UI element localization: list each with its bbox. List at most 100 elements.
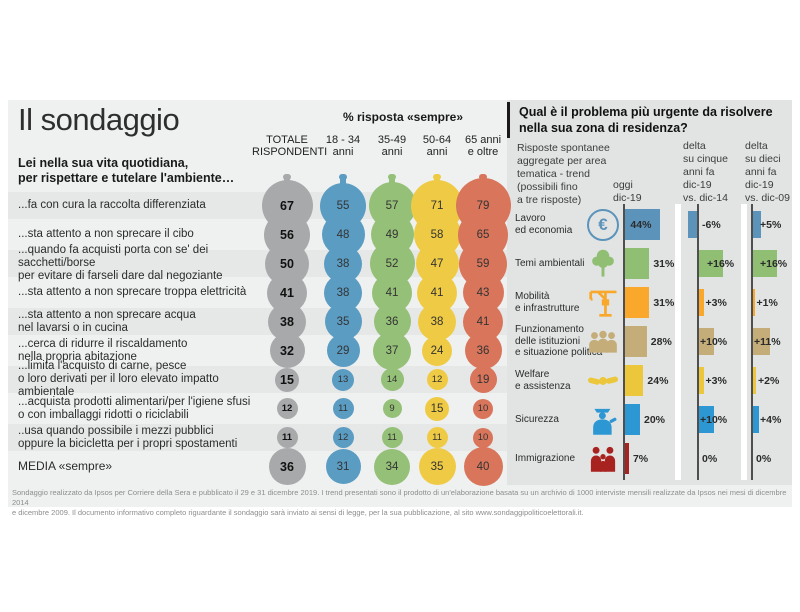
- row-label: ...sta attento a non sprecare il cibo: [18, 228, 194, 241]
- habit-row: ...cerca di ridurre il riscaldamento nel…: [8, 331, 507, 370]
- panel-accent-bar: [507, 102, 510, 138]
- value-bar: [753, 250, 777, 277]
- value-bar: [753, 328, 770, 355]
- delta10-value: +2%: [758, 374, 780, 387]
- value-bar: [753, 289, 755, 316]
- value-circle: 29: [326, 334, 360, 367]
- value-bar: [688, 211, 697, 238]
- delta10-value: +5%: [760, 218, 782, 231]
- row-label: ...cerca di ridurre il riscaldamento nel…: [18, 337, 188, 363]
- value-bar: [623, 326, 647, 357]
- value-circle: 31: [325, 449, 361, 484]
- value-bar: [623, 443, 629, 474]
- problem-label: Temi ambientali: [515, 257, 585, 269]
- value-circle: 10: [473, 398, 493, 419]
- row-label: ...acquista prodotti alimentari/per l'ig…: [18, 395, 251, 421]
- problem-row: Mobilità e infrastrutture 31% +3% +1%: [507, 284, 792, 321]
- row-label: MEDIA «sempre»: [18, 458, 113, 473]
- value-circle: 12: [276, 398, 298, 419]
- value-bar: [699, 367, 704, 394]
- value-bar: [623, 365, 644, 396]
- problem-label: Mobilità e infrastrutture: [515, 290, 580, 314]
- value-circle: 14: [380, 368, 404, 391]
- value-bar: [753, 406, 759, 433]
- axis-line-delta5: [697, 204, 699, 480]
- value-circle: 38: [324, 244, 362, 283]
- value-circle: 40: [463, 447, 503, 486]
- problem-row: Immigrazione 7% 0% 0%: [507, 440, 792, 477]
- value-circle: 15: [425, 396, 449, 421]
- problem-label: Sicurezza: [515, 413, 559, 425]
- row-label: ...sta attento a non sprecare troppa ele…: [18, 286, 247, 299]
- value-circle: 34: [374, 448, 410, 485]
- delta10-value: +11%: [754, 335, 781, 348]
- percent-always-header: % risposta «sempre»: [342, 110, 464, 124]
- habit-row: ...sta attento a non sprecare acqua nel …: [8, 301, 507, 342]
- axis-line-delta10: [751, 204, 753, 480]
- media-row: MEDIA «sempre» 36 31 34 35 40: [8, 447, 507, 486]
- habit-row: ..usa quando possibile i mezzi pubblici …: [8, 424, 507, 451]
- value-circle: 10: [473, 427, 493, 448]
- value-circle: 35: [418, 448, 456, 485]
- habit-row: ...sta attento a non sprecare troppa ele…: [8, 272, 507, 313]
- value-circle: 12: [426, 369, 448, 390]
- problem-row: Lavoro ed economia €44% -6% +5%: [507, 206, 792, 243]
- delta5-value: +10%: [700, 413, 728, 426]
- value-bar: [623, 287, 650, 318]
- column-divider: [741, 204, 747, 480]
- value-circle: 13: [332, 368, 354, 391]
- habit-row: ...sta attento a non sprecare il cibo 56 4…: [8, 209, 508, 260]
- axis-line-today: [623, 204, 625, 480]
- handshake-icon: [587, 365, 619, 397]
- delta10-value: +4%: [760, 413, 782, 426]
- value-circle: 11: [332, 398, 354, 419]
- value-circle: 36: [464, 332, 502, 369]
- row-label: ...limita l'acquisto di carne, pesce o l…: [18, 360, 219, 398]
- tree-icon: [587, 248, 619, 280]
- problem-row: Sicurezza 20% +10% +4%: [507, 401, 792, 438]
- delta10-value: +1%: [756, 296, 778, 309]
- today-value: 28%: [650, 335, 672, 348]
- habit-row: ...limita l'acquisto di carne, pesce o l…: [8, 360, 507, 398]
- delta5-value: 0%: [702, 452, 718, 465]
- today-value: 44%: [630, 218, 652, 231]
- value-bar: [623, 404, 640, 435]
- age-column-header: 50-64 anni: [422, 134, 452, 159]
- problem-label: Funzionamento delle istituzioni e situaz…: [515, 323, 603, 359]
- habit-row: ...acquista prodotti alimentari/per l'ig…: [8, 395, 507, 422]
- row-label: ...sta attento a non sprecare acqua nel …: [18, 308, 196, 334]
- value-circle: 11: [381, 427, 403, 448]
- col-header-delta5: delta su cinque anni fa dic-19 vs. dic-1…: [683, 140, 728, 205]
- delta10-value: 0%: [756, 452, 772, 465]
- problem-row: Welfare e assistenza 24% +3% +2%: [507, 362, 792, 399]
- source-note-line2: e dicembre 2009. Il documento informativ…: [12, 507, 584, 517]
- row-label: ..usa quando possibile i mezzi pubblici …: [18, 424, 238, 450]
- value-bar: [623, 209, 661, 240]
- column-divider: [675, 204, 681, 480]
- page-title: Il sondaggio: [18, 102, 180, 137]
- source-note: Sondaggio realizzato da Ipsos per Corrie…: [12, 488, 788, 517]
- value-bar: [699, 289, 704, 316]
- age-column-header: 65 anni e oltre: [464, 134, 502, 159]
- left-rows: ...fa con cura la raccolta differenziata…: [8, 178, 511, 486]
- value-bar: [699, 328, 714, 355]
- right-panel-subtitle: Risposte spontanee aggregate per area te…: [517, 142, 610, 207]
- right-panel-urgent-problems: Qual è il problema più urgente da risolv…: [507, 100, 792, 485]
- crane-icon: [587, 287, 619, 319]
- value-circle: 11: [426, 427, 448, 448]
- value-bar: [753, 211, 761, 238]
- problem-label: Lavoro ed economia: [515, 212, 573, 236]
- age-column-header: TOTALE RISPONDENTI: [252, 134, 328, 159]
- value-circle: 32: [269, 333, 305, 368]
- problem-row: Temi ambientali 31% +16% +16%: [507, 245, 792, 282]
- value-circle: 35: [324, 303, 362, 340]
- people-group-icon: [587, 326, 619, 358]
- today-value: 24%: [647, 374, 669, 387]
- value-bar: [753, 367, 756, 394]
- value-circle: 9: [382, 399, 402, 418]
- family-icon: [587, 443, 619, 475]
- row-label: ...fa con cura la raccolta differenziata: [18, 199, 206, 212]
- delta5-value: +16%: [707, 257, 735, 270]
- delta10-value: +16%: [760, 257, 788, 270]
- col-header-delta10: delta su dieci anni fa dic-19 vs. dic-09: [745, 140, 790, 205]
